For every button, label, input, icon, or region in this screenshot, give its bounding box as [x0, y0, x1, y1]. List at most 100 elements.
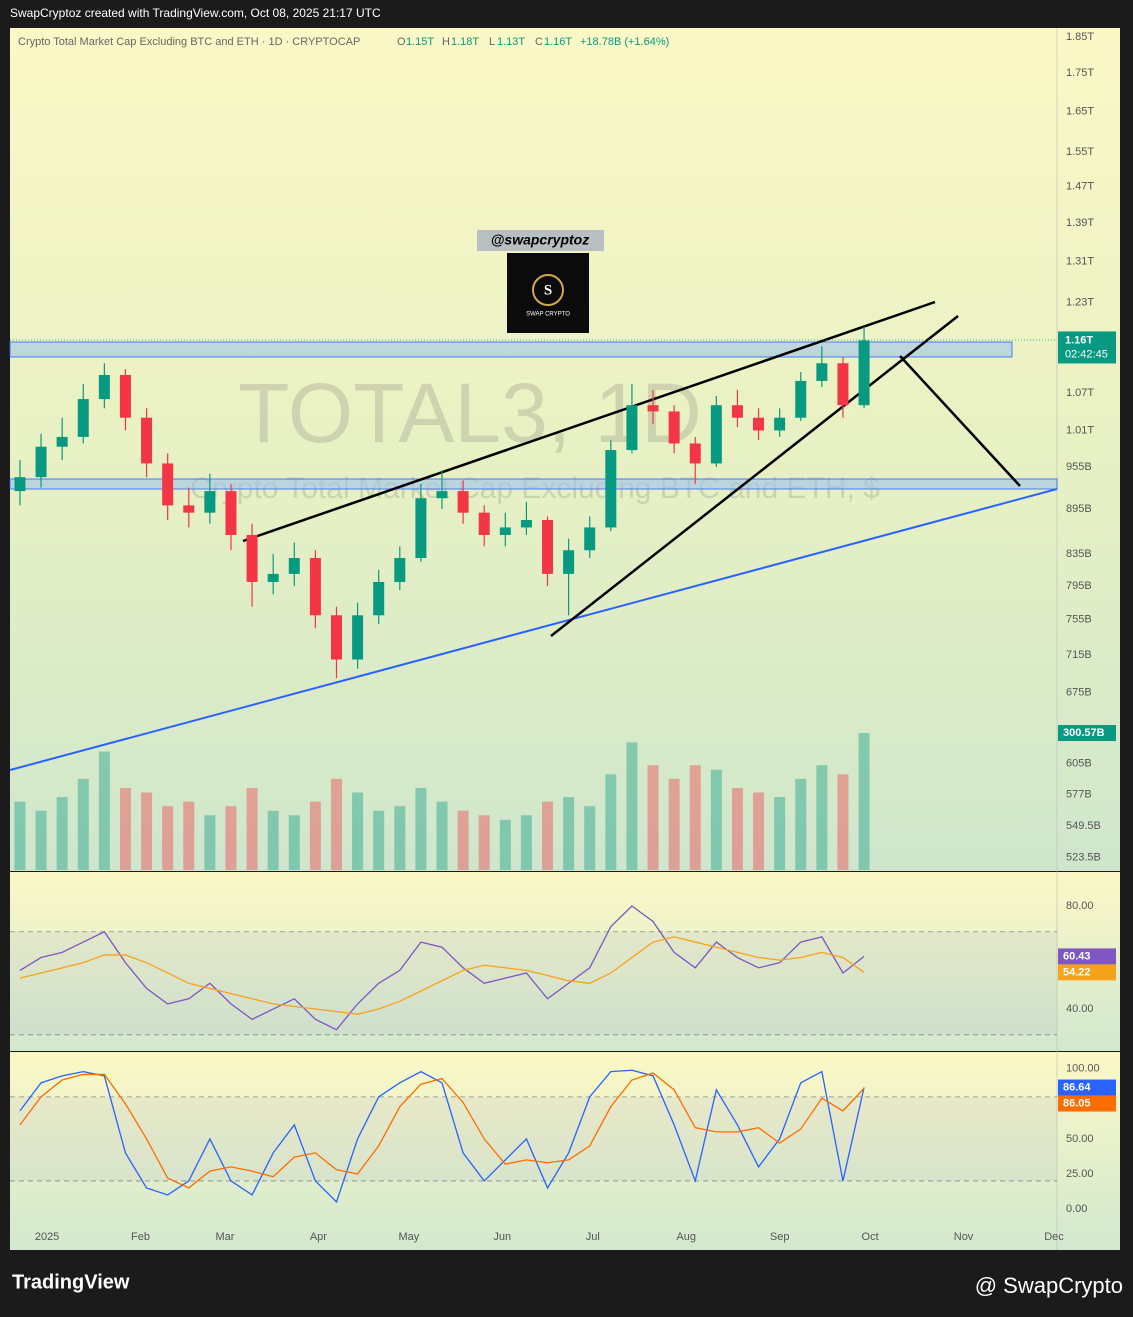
- legend-key: C: [535, 36, 543, 48]
- candle-body: [816, 363, 828, 381]
- y-tick-label: 1.01T: [1066, 424, 1094, 436]
- volume-bar: [499, 819, 511, 870]
- candle-body: [98, 374, 110, 400]
- x-tick-label: Aug: [676, 1231, 696, 1243]
- candle-body: [668, 411, 680, 444]
- value-tag-bg: [1058, 948, 1116, 965]
- candle-body: [352, 615, 364, 660]
- y-tick-label: 40.00: [1066, 1003, 1094, 1015]
- candle-body: [478, 512, 490, 535]
- candle-body: [183, 505, 195, 513]
- volume-bar: [542, 801, 554, 870]
- resistance-zone: [9, 341, 1013, 358]
- value-tag-bg: [1058, 964, 1116, 981]
- candle-body: [204, 491, 216, 513]
- candle-body: [457, 491, 469, 513]
- volume-bar: [373, 810, 385, 870]
- y-tick-label: 755B: [1066, 613, 1092, 625]
- rsi-pane: [10, 872, 1120, 1051]
- y-tick-label: 1.65T: [1066, 105, 1094, 117]
- legend-value: 1.16T: [544, 36, 572, 48]
- price-tag: 1.16T: [1065, 334, 1093, 346]
- value-tag-bg: [1058, 1079, 1116, 1096]
- candle-body: [542, 520, 554, 574]
- volume-bar: [119, 787, 131, 870]
- header: SwapCryptoz created with TradingView.com…: [10, 6, 381, 20]
- volume-bar: [141, 792, 153, 870]
- volume-bar: [162, 806, 174, 870]
- candle-body: [499, 527, 511, 535]
- x-tick-label: Oct: [862, 1231, 879, 1243]
- y-tick-label: 955B: [1066, 461, 1092, 473]
- trendline: [550, 315, 959, 637]
- volume-bar: [731, 787, 743, 870]
- volume-bar: [225, 806, 237, 870]
- indicator-line: [19, 905, 865, 1031]
- volume-bar: [563, 797, 575, 870]
- y-tick-label: 50.00: [1066, 1133, 1094, 1145]
- y-tick-label: 1.23T: [1066, 296, 1094, 308]
- volume-bar: [246, 787, 258, 870]
- volume-bar: [647, 765, 659, 870]
- volume-bar: [14, 801, 26, 870]
- candle-body: [774, 417, 786, 431]
- volume-bar: [837, 774, 849, 870]
- y-tick-label: 715B: [1066, 649, 1092, 661]
- x-tick-label: Apr: [310, 1231, 327, 1243]
- candle-body: [605, 450, 617, 528]
- candle-body: [119, 374, 131, 418]
- candle-body: [373, 581, 385, 616]
- candle-body: [14, 477, 26, 492]
- volume-bar: [478, 815, 490, 870]
- band-fill: [10, 931, 1057, 1035]
- y-tick-label: 0.00: [1066, 1203, 1087, 1215]
- y-tick-label: 80.00: [1066, 900, 1094, 912]
- price-tag-bg: [1058, 331, 1116, 364]
- volume-bar: [394, 806, 406, 870]
- volume-bar: [330, 778, 342, 870]
- candle-body: [710, 405, 722, 464]
- volume-bar: [689, 765, 701, 870]
- y-tick-label: 795B: [1066, 580, 1092, 592]
- candle-body: [415, 498, 427, 559]
- candle-body: [584, 527, 596, 551]
- volume-bar: [415, 787, 427, 870]
- volume-bar: [204, 815, 216, 870]
- volume-bar: [520, 815, 532, 870]
- volume-bar: [710, 769, 722, 870]
- candle-body: [731, 405, 743, 418]
- volume-bar: [436, 801, 448, 870]
- y-tick-label: 25.00: [1066, 1168, 1094, 1180]
- candle-body: [795, 380, 807, 418]
- badge-handle: @swapcryptoz: [491, 232, 589, 248]
- volume-bar: [98, 751, 110, 870]
- volume-bar: [626, 742, 638, 870]
- y-tick-label: 1.55T: [1066, 146, 1094, 158]
- watermark-symbol: TOTAL3, 1D: [238, 366, 702, 460]
- volume-bar: [457, 810, 469, 870]
- x-tick-label: May: [398, 1231, 419, 1243]
- y-tick-label: 577B: [1066, 788, 1092, 800]
- volume-bar: [35, 810, 47, 870]
- candle-body: [837, 363, 849, 406]
- y-tick-label: 523.5B: [1066, 851, 1101, 863]
- indicator-line: [19, 936, 865, 1015]
- x-tick-label: Dec: [1044, 1231, 1064, 1243]
- volume-bar: [267, 810, 279, 870]
- value-tag: 86.64: [1063, 1081, 1091, 1093]
- legend-key: L: [489, 36, 495, 48]
- y-tick-label: 895B: [1066, 503, 1092, 515]
- candle-body: [563, 550, 575, 574]
- candle-body: [436, 491, 448, 499]
- x-tick-label: Mar: [215, 1231, 234, 1243]
- candle-body: [520, 520, 532, 528]
- x-tick-label: 2025: [35, 1231, 59, 1243]
- volume-bar: [753, 792, 765, 870]
- value-tag: 86.05: [1063, 1097, 1091, 1109]
- candle-body: [56, 436, 68, 447]
- volume-bar: [288, 815, 300, 870]
- main-pane: [10, 28, 1120, 871]
- legend: Crypto Total Market Cap Excluding BTC an…: [18, 36, 669, 48]
- x-tick-label: Nov: [954, 1231, 974, 1243]
